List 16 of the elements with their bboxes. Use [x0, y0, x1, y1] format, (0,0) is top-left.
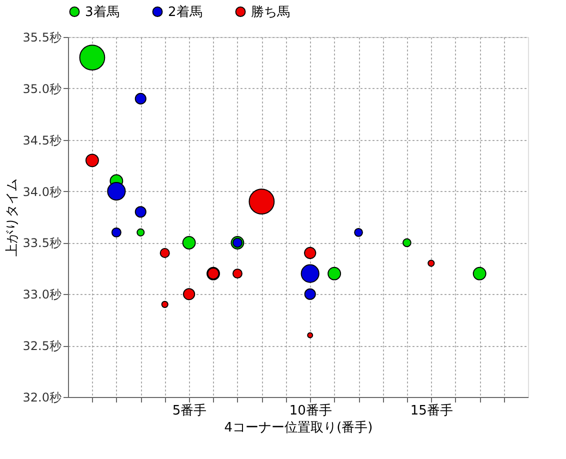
- y-tick-label: 34.0秒: [22, 184, 62, 199]
- x-tick-label: 10番手: [289, 404, 332, 418]
- y-tick-label: 33.5秒: [22, 236, 62, 250]
- x-axis-title: 4コーナー位置取り(番手): [224, 420, 373, 436]
- y-tick-label: 35.0秒: [22, 82, 62, 96]
- legend-label: 2着馬: [168, 4, 202, 20]
- x-tick-label: 5番手: [172, 404, 207, 418]
- y-tick-label: 32.5秒: [22, 339, 62, 354]
- y-tick-label: 33.0秒: [22, 288, 62, 302]
- y-tick-label: 34.5秒: [22, 133, 62, 148]
- legend-label: 3着馬: [85, 4, 120, 20]
- y-axis-title: 上がりタイム: [4, 178, 20, 256]
- y-tick-label: 35.5秒: [22, 30, 62, 44]
- x-tick-label: 15番手: [410, 404, 453, 418]
- legend-label: 勝ち馬: [251, 4, 290, 20]
- y-tick-label: 32.0秒: [22, 390, 62, 404]
